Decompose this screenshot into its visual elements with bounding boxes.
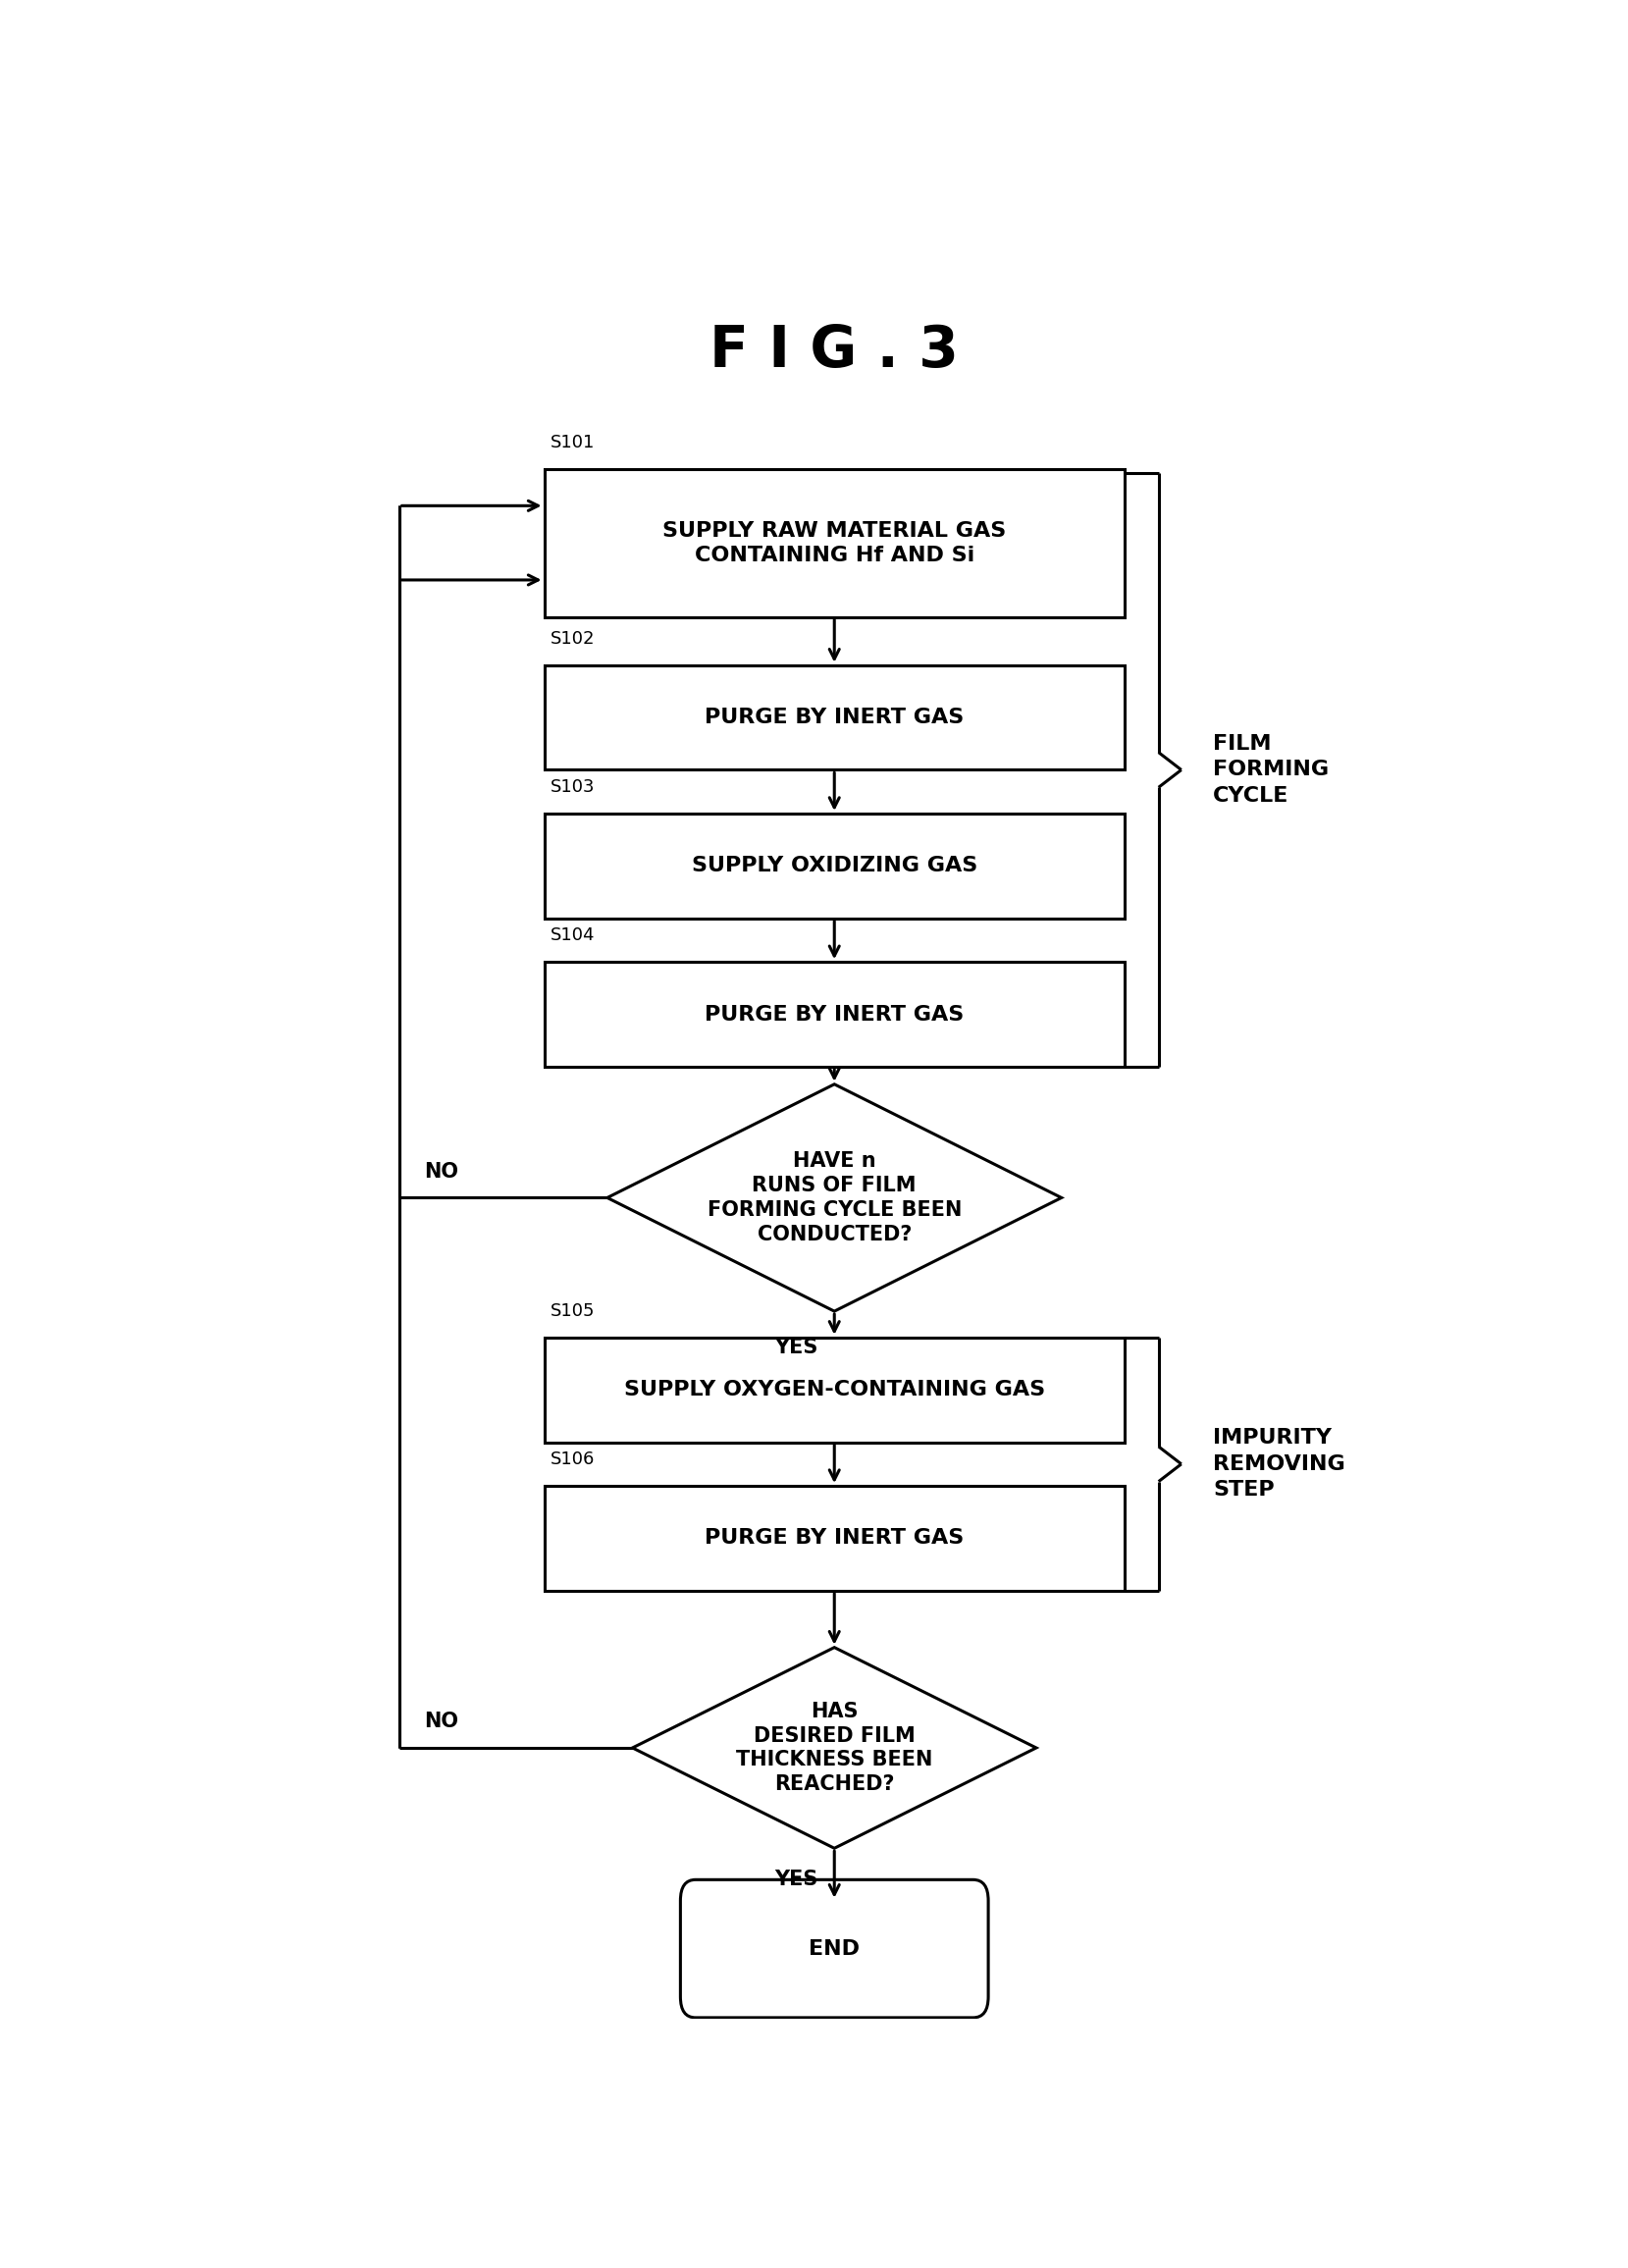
Text: NO: NO xyxy=(425,1712,459,1730)
Text: HAVE n
RUNS OF FILM
FORMING CYCLE BEEN
CONDUCTED?: HAVE n RUNS OF FILM FORMING CYCLE BEEN C… xyxy=(707,1152,962,1245)
Text: PURGE BY INERT GAS: PURGE BY INERT GAS xyxy=(705,1005,964,1025)
Text: HAS
DESIRED FILM
THICKNESS BEEN
REACHED?: HAS DESIRED FILM THICKNESS BEEN REACHED? xyxy=(736,1701,933,1794)
Polygon shape xyxy=(607,1084,1061,1311)
Text: YES: YES xyxy=(775,1338,819,1356)
FancyBboxPatch shape xyxy=(544,1338,1125,1442)
FancyBboxPatch shape xyxy=(544,962,1125,1066)
Text: NO: NO xyxy=(425,1161,459,1182)
Text: END: END xyxy=(809,1939,860,1960)
Text: SUPPLY OXIDIZING GAS: SUPPLY OXIDIZING GAS xyxy=(692,855,977,875)
Text: S103: S103 xyxy=(550,778,596,796)
Text: S104: S104 xyxy=(550,928,596,943)
Text: S105: S105 xyxy=(550,1302,596,1320)
Text: SUPPLY OXYGEN-CONTAINING GAS: SUPPLY OXYGEN-CONTAINING GAS xyxy=(624,1379,1045,1399)
Text: FILM
FORMING
CYCLE: FILM FORMING CYCLE xyxy=(1213,735,1328,805)
FancyBboxPatch shape xyxy=(681,1880,988,2019)
Text: S106: S106 xyxy=(550,1452,594,1467)
Polygon shape xyxy=(632,1647,1037,1848)
FancyBboxPatch shape xyxy=(544,665,1125,769)
Text: YES: YES xyxy=(775,1869,819,1889)
Text: S101: S101 xyxy=(550,433,594,451)
Text: SUPPLY RAW MATERIAL GAS
CONTAINING Hf AND Si: SUPPLY RAW MATERIAL GAS CONTAINING Hf AN… xyxy=(663,522,1006,565)
Text: F I G . 3: F I G . 3 xyxy=(710,322,959,379)
Text: IMPURITY
REMOVING
STEP: IMPURITY REMOVING STEP xyxy=(1213,1429,1345,1499)
Text: PURGE BY INERT GAS: PURGE BY INERT GAS xyxy=(705,1529,964,1549)
FancyBboxPatch shape xyxy=(544,1486,1125,1590)
Text: S102: S102 xyxy=(550,631,596,649)
Text: PURGE BY INERT GAS: PURGE BY INERT GAS xyxy=(705,708,964,728)
FancyBboxPatch shape xyxy=(544,814,1125,919)
FancyBboxPatch shape xyxy=(544,469,1125,617)
